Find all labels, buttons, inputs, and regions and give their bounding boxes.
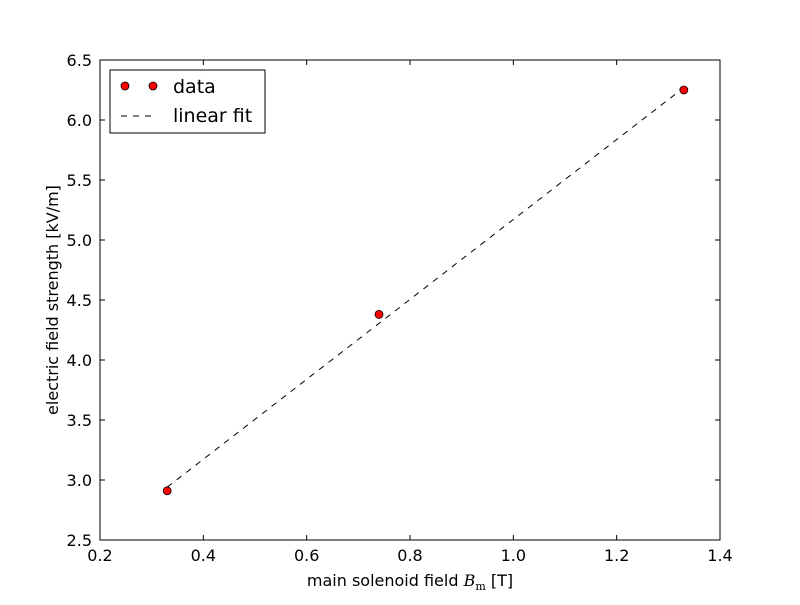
x-tick-label: 0.2: [87, 546, 112, 565]
x-tick-label: 1.4: [707, 546, 732, 565]
y-tick-label: 6.0: [67, 111, 92, 130]
x-tick-label: 0.8: [397, 546, 422, 565]
y-tick-label: 5.0: [67, 231, 92, 250]
data-point: [162, 486, 172, 496]
x-axis-title-prefix: main solenoid field: [307, 571, 464, 590]
ticks-layer: 0.2 0.4 0.6 0.8 1.0 1.2 1.4 2.5 3.0 3.5 4.0 4.5 5.0 5…: [67, 51, 733, 565]
legend-label-linear-fit: linear fit: [173, 105, 252, 127]
legend-box: [109, 69, 266, 134]
y-tick-label: 3.5: [67, 411, 92, 430]
y-tick-label: 6.5: [67, 51, 92, 70]
x-tick-label: 1.2: [604, 546, 629, 565]
x-tick-label: 0.4: [191, 546, 216, 565]
legend-label-data: data: [173, 76, 216, 98]
y-tick-label: 4.0: [67, 351, 92, 370]
legend: data linear fit: [109, 69, 266, 134]
legend-data-marker-2: [148, 81, 158, 91]
y-tick-label: 5.5: [67, 171, 92, 190]
x-tick-label: 1.0: [501, 546, 526, 565]
x-axis-title-suffix: [T]: [486, 571, 513, 590]
x-axis-title-subscript: m: [475, 580, 486, 593]
linear-fit-line: [166, 87, 685, 488]
y-tick-label: 4.5: [67, 291, 92, 310]
legend-data-marker-1: [120, 81, 130, 91]
data-point: [679, 85, 689, 95]
plot-layer: [162, 85, 689, 496]
x-axis-title-symbol: B: [463, 571, 476, 590]
x-axis-title: main solenoid field Bm [T]: [307, 571, 513, 593]
data-point: [374, 309, 384, 319]
y-tick-label: 2.5: [67, 531, 92, 550]
y-axis-title: electric field strength [kV/m]: [43, 185, 62, 415]
y-tick-label: 3.0: [67, 471, 92, 490]
x-tick-label: 0.6: [294, 546, 319, 565]
